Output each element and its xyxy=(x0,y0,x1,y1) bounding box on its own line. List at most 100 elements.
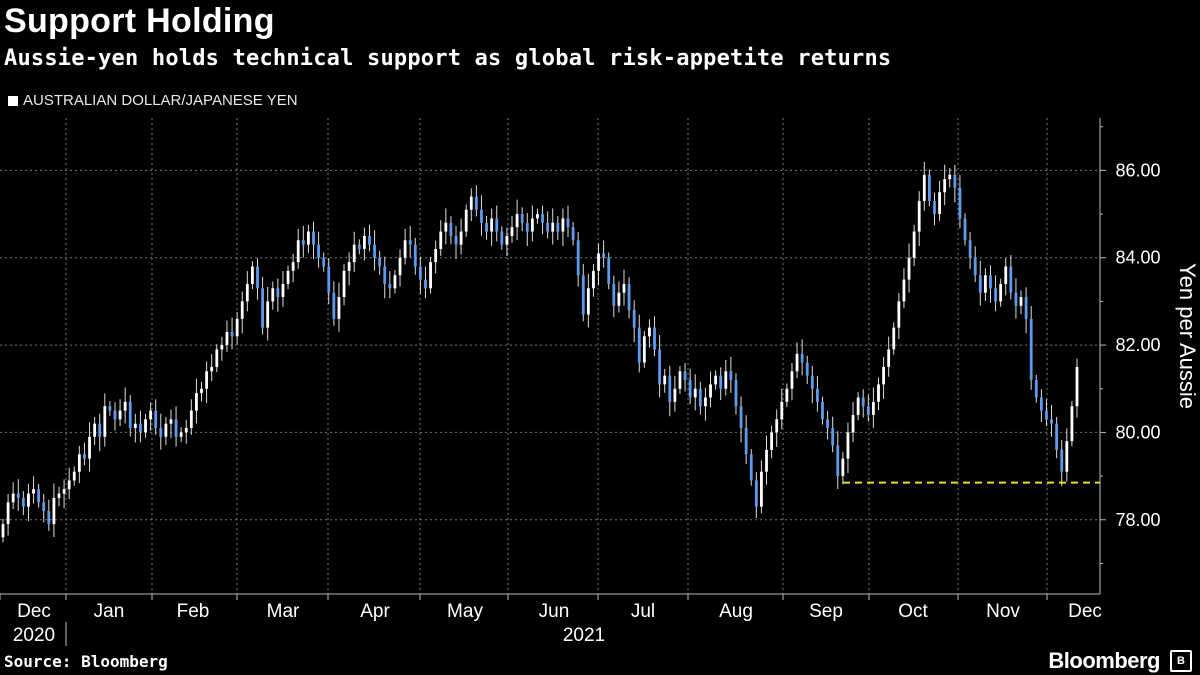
candle-body xyxy=(312,231,315,245)
x-tick-label: Dec xyxy=(1068,601,1102,622)
chart-legend: AUSTRALIAN DOLLAR/JAPANESE YEN xyxy=(8,92,298,109)
candle-body xyxy=(72,471,76,481)
candle-body xyxy=(780,401,784,420)
candle-body xyxy=(816,388,819,402)
candle-body xyxy=(42,502,46,512)
candle-body xyxy=(571,227,575,241)
x-tick-label: Dec xyxy=(17,601,51,622)
candle-body xyxy=(133,423,137,429)
candle-body xyxy=(877,384,880,402)
candle-body xyxy=(994,288,997,302)
candle-body xyxy=(698,388,702,407)
candle-body xyxy=(632,310,636,328)
candle-body xyxy=(561,218,565,232)
candle-body xyxy=(683,371,687,381)
candle-body xyxy=(210,366,214,372)
candle-body xyxy=(464,209,468,232)
candle-body xyxy=(276,288,280,298)
candle-body xyxy=(57,493,61,498)
candle-body xyxy=(836,445,840,477)
candle-body xyxy=(770,432,773,450)
candle-body xyxy=(968,240,972,258)
candle-body xyxy=(800,353,804,363)
candle-body xyxy=(841,458,845,477)
candle-body xyxy=(505,235,509,245)
candle-body xyxy=(709,384,712,398)
candle-body xyxy=(576,240,580,276)
candle-body xyxy=(500,231,504,245)
x-tick-label: Nov xyxy=(986,601,1020,622)
candle-body xyxy=(6,502,10,525)
candle-body xyxy=(765,449,768,472)
candle-body xyxy=(622,283,626,293)
candle-body xyxy=(434,249,438,263)
candle-body xyxy=(128,401,132,429)
candle-body xyxy=(795,353,799,372)
candle-body xyxy=(520,214,524,223)
candle-body xyxy=(744,428,748,455)
y-tick-label: 82.00 xyxy=(1115,335,1160,355)
candle-body xyxy=(627,283,631,311)
candle-body xyxy=(21,497,25,507)
candle-body xyxy=(347,262,351,271)
candle-body xyxy=(93,423,97,437)
candle-body xyxy=(286,270,290,284)
candle-body xyxy=(469,196,473,210)
candle-body xyxy=(617,292,621,306)
candle-body xyxy=(790,371,794,389)
candle-body xyxy=(642,336,646,363)
candle-body xyxy=(281,283,285,298)
y-tick-label: 86.00 xyxy=(1115,160,1160,180)
candle-body xyxy=(307,231,310,245)
candle-body xyxy=(592,270,595,289)
candle-body xyxy=(887,349,891,367)
legend-label: AUSTRALIAN DOLLAR/JAPANESE YEN xyxy=(23,92,298,109)
candle-body xyxy=(27,493,30,507)
candle-body xyxy=(958,187,962,219)
candle-body xyxy=(866,406,870,415)
candle-body xyxy=(179,432,183,437)
candle-body xyxy=(495,218,499,232)
candle-body xyxy=(200,388,203,394)
candle-body xyxy=(418,266,422,280)
candle-body xyxy=(459,231,463,245)
candle-body xyxy=(439,231,443,250)
candle-body xyxy=(566,218,570,228)
candle-body xyxy=(648,327,651,337)
candle-body xyxy=(1050,419,1053,424)
candle-body xyxy=(424,279,427,289)
candle-body xyxy=(245,283,249,302)
candle-body xyxy=(1024,297,1028,319)
candle-body xyxy=(398,257,402,276)
candle-body xyxy=(551,222,555,232)
candle-body xyxy=(47,511,51,525)
candle-body xyxy=(729,371,733,381)
candle-body xyxy=(11,493,15,503)
candle-body xyxy=(490,218,494,232)
source-note: Source: Bloomberg xyxy=(4,652,168,671)
candle-body xyxy=(235,318,239,337)
candle-body xyxy=(1055,423,1059,450)
legend-swatch xyxy=(8,95,18,106)
candle-body xyxy=(449,222,453,236)
x-tick-label: Jun xyxy=(539,601,570,622)
candle-body xyxy=(485,222,488,232)
candle-body xyxy=(983,275,987,293)
candle-body xyxy=(256,266,259,289)
candle-body xyxy=(474,196,478,210)
candle-body xyxy=(301,240,305,245)
candle-body xyxy=(332,292,336,319)
candle-body xyxy=(1034,380,1038,398)
candle-body xyxy=(266,301,270,328)
candle-body xyxy=(760,471,763,507)
candle-body xyxy=(184,428,188,433)
candle-body xyxy=(510,227,514,236)
candle-body xyxy=(388,283,392,289)
year-label: 2021 xyxy=(563,625,605,646)
candle-body xyxy=(810,375,814,389)
candle-body xyxy=(169,419,173,424)
candle-body xyxy=(536,214,539,219)
candle-body xyxy=(337,297,341,319)
candle-body xyxy=(113,410,117,420)
